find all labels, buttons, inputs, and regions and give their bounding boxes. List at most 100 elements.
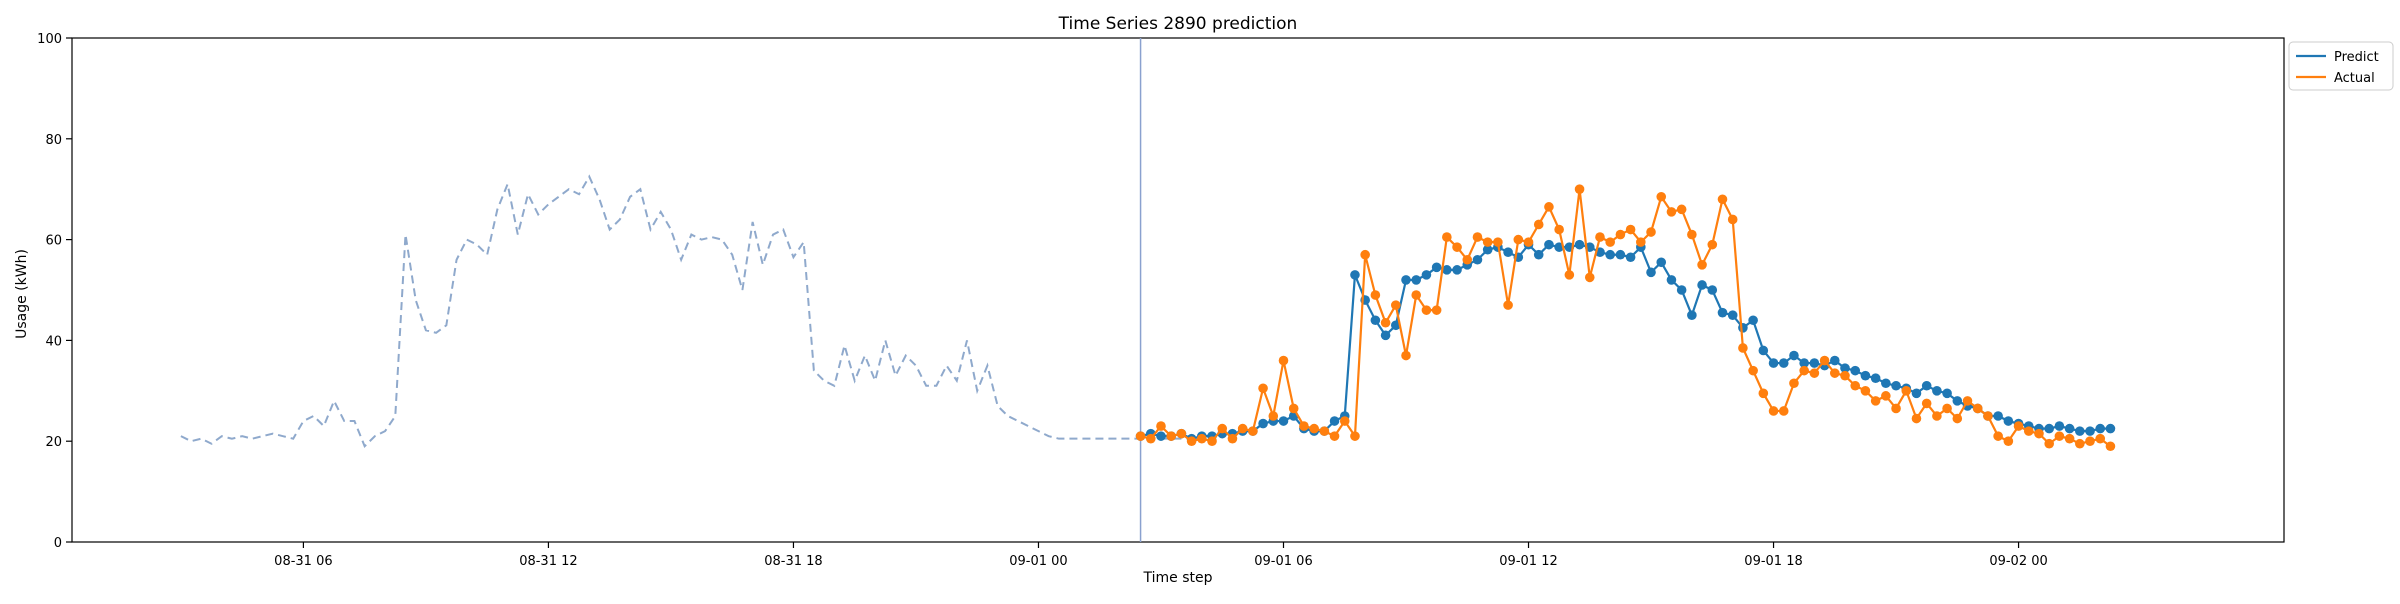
- actual-point: [1625, 224, 1636, 235]
- actual-point: [1952, 413, 1963, 424]
- actual-point: [1656, 191, 1667, 202]
- legend: Predict Actual: [2288, 41, 2394, 91]
- predict-point: [1625, 252, 1636, 263]
- actual-point: [1319, 426, 1330, 436]
- actual-point: [1442, 232, 1452, 242]
- predict-point: [1258, 418, 1268, 429]
- actual-point: [1268, 411, 1279, 421]
- predict-point: [1829, 355, 1840, 366]
- actual-point: [1503, 300, 1513, 310]
- actual-point: [1482, 237, 1493, 247]
- actual-point: [1778, 406, 1789, 416]
- predict-point: [1544, 239, 1554, 250]
- actual-point: [1584, 272, 1595, 283]
- x-tick-label: 09-01 06: [1254, 554, 1312, 569]
- y-tick-label: 100: [37, 32, 62, 47]
- actual-point: [1676, 204, 1687, 215]
- predict-point: [1870, 373, 1881, 384]
- actual-point: [1329, 431, 1340, 441]
- actual-point: [1176, 428, 1187, 439]
- y-tick-label: 60: [45, 234, 62, 249]
- actual-point: [1646, 227, 1656, 237]
- actual-point: [1197, 433, 1207, 444]
- actual-point: [1891, 403, 1901, 414]
- actual-point: [1983, 411, 1993, 421]
- y-tick-label: 80: [45, 133, 62, 148]
- actual-point: [1299, 421, 1309, 431]
- predict-point: [1533, 249, 1544, 260]
- predict-point: [1891, 380, 1901, 391]
- actual-point: [1605, 237, 1615, 247]
- predict-point: [1921, 380, 1932, 391]
- actual-point: [1799, 365, 1809, 376]
- actual-point: [1666, 207, 1677, 217]
- predict-point: [1482, 244, 1493, 255]
- predict-point: [1840, 363, 1850, 373]
- predict-point: [1278, 416, 1289, 426]
- actual-point: [1135, 431, 1146, 441]
- x-tick-label: 08-31 18: [764, 554, 822, 569]
- predict-point: [1646, 267, 1656, 278]
- actual-point: [1881, 391, 1891, 401]
- actual-point: [1554, 224, 1564, 235]
- predict-point: [1881, 378, 1891, 389]
- predict-point: [1676, 285, 1687, 295]
- actual-point: [2013, 421, 2024, 431]
- actual-point: [2003, 436, 2014, 447]
- predict-point: [1431, 262, 1442, 273]
- actual-point: [1350, 431, 1360, 441]
- actual-point: [1472, 232, 1483, 242]
- predict-point: [1472, 254, 1483, 265]
- actual-point: [1288, 403, 1299, 414]
- actual-point: [1217, 423, 1228, 434]
- actual-point: [1901, 386, 1912, 396]
- predict-point: [1605, 249, 1615, 260]
- actual-point: [1513, 234, 1524, 245]
- chart-title: Time Series 2890 prediction: [1058, 14, 1298, 34]
- actual-point: [1421, 305, 1432, 315]
- predict-point: [1615, 249, 1626, 260]
- predict-point: [1442, 265, 1452, 275]
- actual-point: [2105, 441, 2116, 452]
- x-tick-label: 09-01 12: [1499, 554, 1557, 569]
- y-axis-label: Usage (kWh): [14, 249, 30, 339]
- axes-frame: [71, 37, 2285, 543]
- predict-point: [1748, 315, 1758, 326]
- predict-point: [1350, 270, 1360, 280]
- actual-point: [1370, 290, 1381, 300]
- predict-point: [1942, 388, 1952, 399]
- predict-point: [2003, 416, 2014, 426]
- predict-point: [2044, 423, 2054, 434]
- actual-point: [1697, 260, 1707, 270]
- predict-point: [1993, 411, 2003, 421]
- predict-point: [1911, 388, 1922, 399]
- actual-point: [1860, 386, 1871, 396]
- predict-point: [1799, 358, 1809, 368]
- legend-predict-label: Predict: [2334, 50, 2379, 65]
- predict-point: [1656, 257, 1667, 268]
- actual-point: [1564, 270, 1575, 280]
- actual-point: [1962, 396, 1973, 406]
- actual-point: [1493, 237, 1503, 247]
- predict-point: [1809, 358, 1820, 368]
- actual-point: [1166, 431, 1176, 441]
- actual-point: [1748, 365, 1758, 376]
- predict-point: [1860, 370, 1871, 381]
- actual-point: [1738, 343, 1748, 353]
- actual-point: [1186, 436, 1197, 447]
- predict-point: [1768, 358, 1779, 368]
- actual-point: [1615, 229, 1626, 240]
- actual-point: [1462, 254, 1473, 265]
- actual-point: [1452, 242, 1462, 252]
- predict-point: [1370, 315, 1381, 326]
- predict-point: [1707, 285, 1718, 295]
- actual-point: [1207, 436, 1217, 447]
- predict-point: [1452, 265, 1462, 275]
- actual-point: [1278, 355, 1289, 366]
- actual-point: [2095, 433, 2106, 444]
- actual-point: [1544, 202, 1554, 212]
- history-line: [180, 174, 1202, 449]
- actual-point: [1727, 214, 1738, 225]
- actual-point: [1870, 396, 1881, 406]
